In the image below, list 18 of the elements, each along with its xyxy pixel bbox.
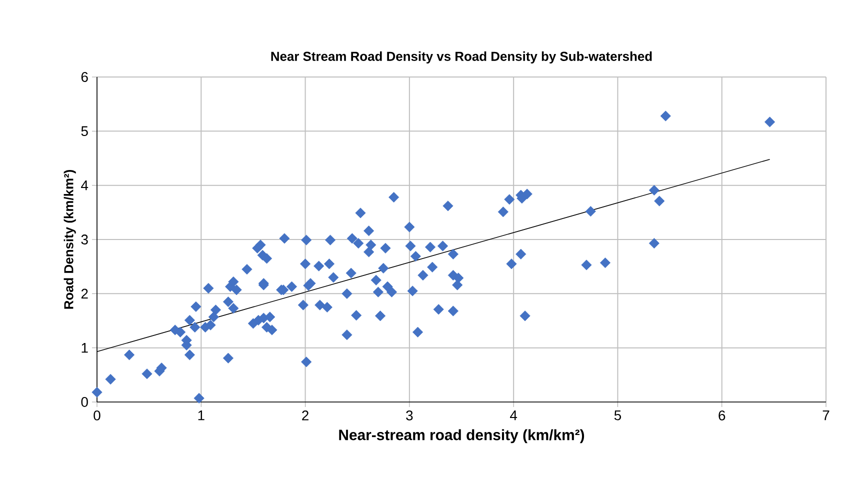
- y-tick-label: 3: [81, 234, 88, 244]
- x-tick-label: 6: [718, 410, 726, 420]
- y-axis-title: Road Density (km/km²): [64, 170, 76, 309]
- chart-title: Near Stream Road Density vs Road Density by Sub-watershed: [271, 51, 652, 64]
- x-tick-label: 4: [510, 410, 518, 420]
- y-tick-label: 5: [81, 126, 88, 136]
- y-tick-label: 2: [81, 288, 88, 299]
- y-tick-label: 0: [81, 397, 88, 407]
- x-tick-label: 3: [406, 410, 413, 420]
- x-tick-label: 7: [822, 410, 830, 420]
- x-tick-label: 5: [614, 410, 622, 420]
- y-tick-label: 1: [82, 343, 88, 353]
- x-tick-label: 1: [198, 410, 204, 420]
- x-tick-label: 0: [94, 410, 100, 420]
- x-axis-title: Near-stream road density (km/km²): [339, 429, 584, 444]
- y-tick-label: 4: [81, 180, 88, 190]
- y-tick-label: 6: [81, 72, 88, 82]
- x-tick-label: 2: [302, 410, 308, 420]
